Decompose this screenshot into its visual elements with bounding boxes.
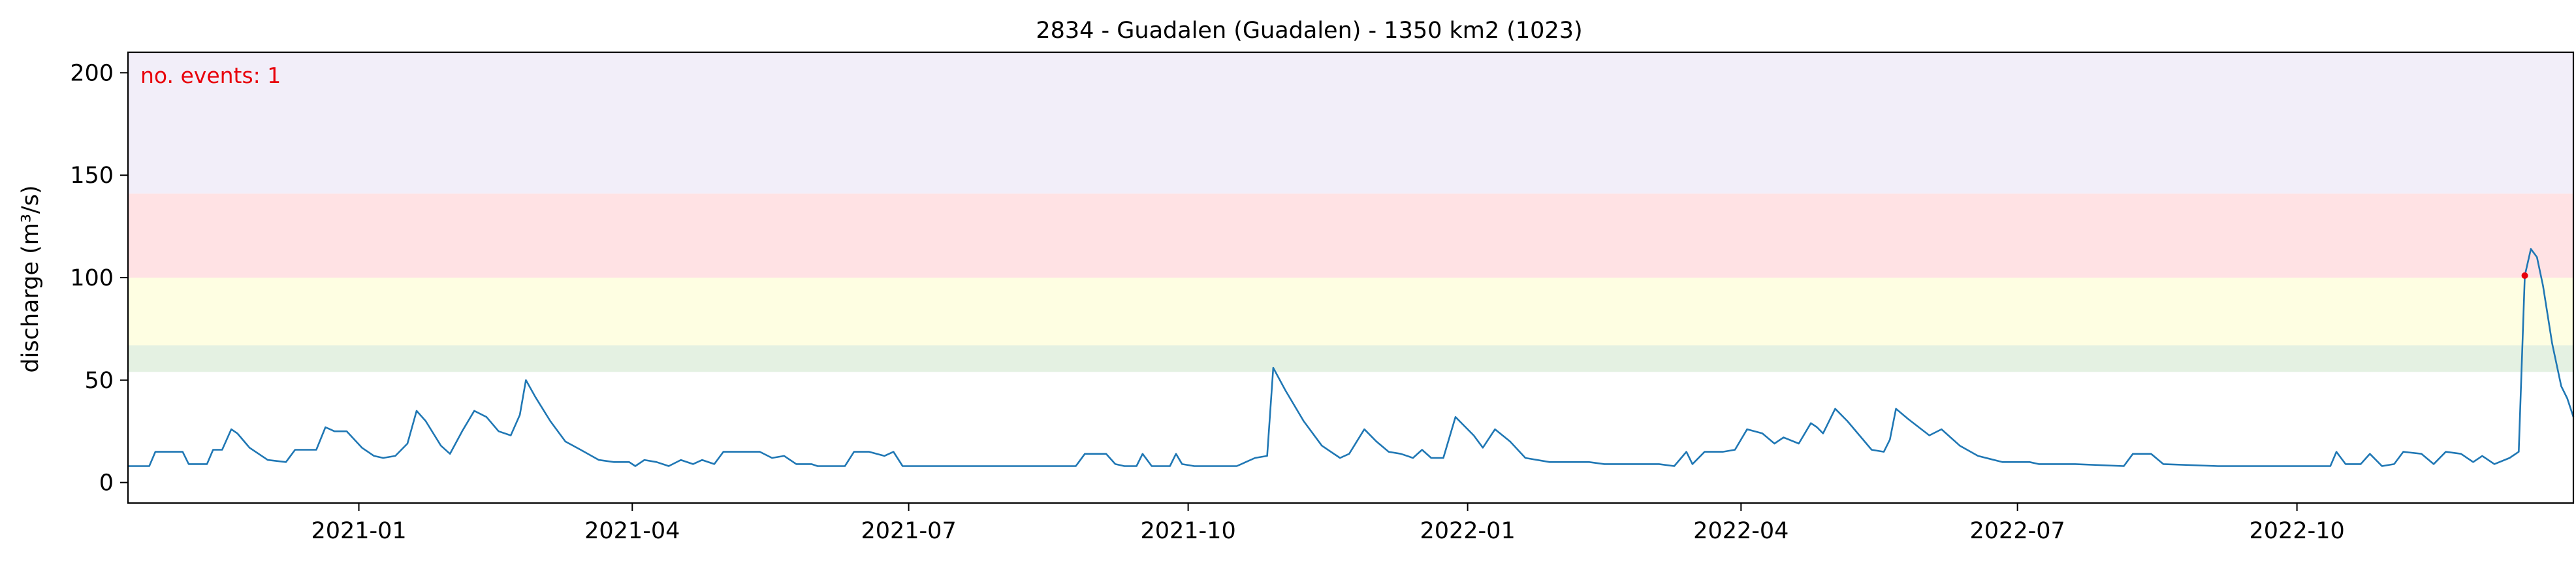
y-axis-label: discharge (m³/s) (18, 185, 44, 372)
chart-title: 2834 - Guadalen (Guadalen) - 1350 km2 (1… (1036, 18, 1582, 44)
y-tick-label: 150 (70, 163, 114, 189)
y-tick-label: 0 (99, 470, 114, 496)
x-tick-label: 2022-01 (1420, 518, 1515, 544)
events-layer (2522, 272, 2528, 279)
threshold-band-20-purple (128, 52, 2573, 193)
x-tick-label: 2022-10 (2250, 518, 2345, 544)
threshold-band-5-red (128, 193, 2573, 278)
x-tick-label: 2021-07 (861, 518, 956, 544)
x-tick-label: 2022-04 (1693, 518, 1789, 544)
threshold-band-2-yellow (128, 278, 2573, 346)
threshold-band-1-green (128, 346, 2573, 372)
event-point (2522, 272, 2528, 279)
threshold-bands (128, 52, 2573, 372)
x-axis: 2021-01 2021-04 2021-07 2021-10 2022-01 2022-… (311, 503, 2344, 544)
y-tick-label: 50 (84, 368, 114, 394)
y-tick-label: 100 (70, 265, 114, 291)
x-tick-label: 2021-10 (1140, 518, 1235, 544)
y-tick-label: 200 (70, 60, 114, 86)
y-axis: 0 50 100 150 200 (70, 60, 128, 496)
x-tick-label: 2021-01 (311, 518, 406, 544)
x-tick-label: 2022-07 (1970, 518, 2065, 544)
events-count-annotation: no. events: 1 (140, 63, 281, 88)
x-tick-label: 2021-04 (584, 518, 680, 544)
